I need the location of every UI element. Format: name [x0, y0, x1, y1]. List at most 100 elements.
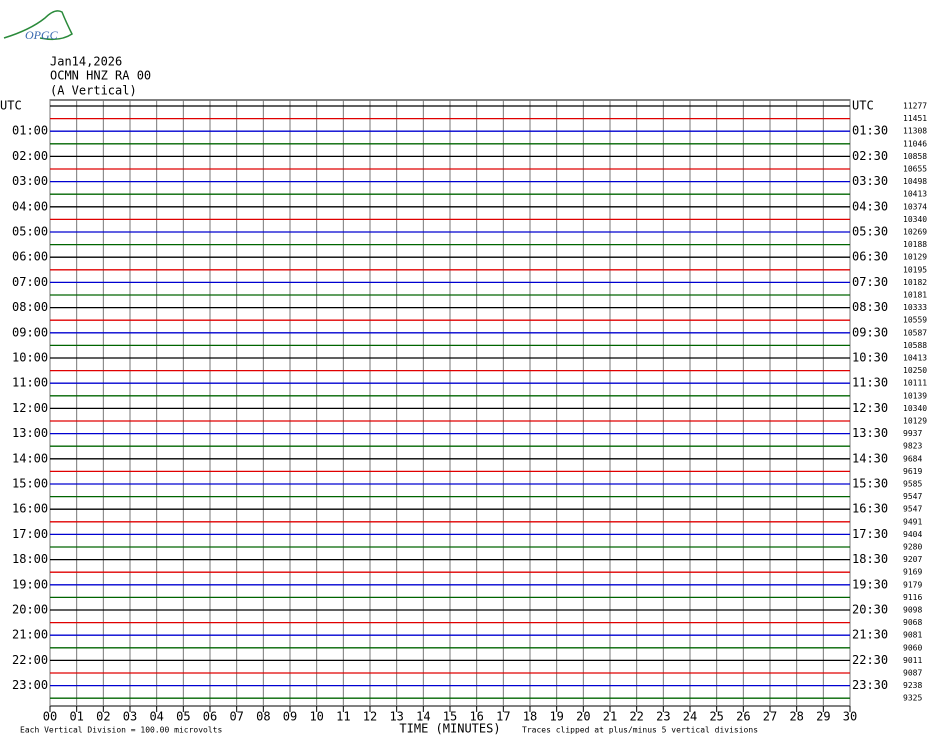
row-value: 10139: [903, 391, 927, 400]
x-tick-label: 14: [416, 710, 430, 724]
row-label: 01:30: [852, 124, 888, 138]
row-label: 16:00: [12, 502, 48, 516]
x-tick-label: 15: [443, 710, 457, 724]
x-tick-label: 21: [603, 710, 617, 724]
row-value: 9280: [903, 543, 922, 552]
row-value: 10111: [903, 379, 927, 388]
row-label: 20:00: [12, 603, 48, 617]
row-label: UTC: [0, 99, 22, 113]
title: Jan14,2026: [50, 55, 122, 69]
row-value: 9684: [903, 454, 922, 463]
logo-shape: [3, 10, 73, 41]
row-label: 14:00: [12, 451, 48, 465]
row-label: 02:00: [12, 149, 48, 163]
row-label: 18:30: [852, 552, 888, 566]
row-value: 9207: [903, 555, 922, 564]
row-label: 06:00: [12, 250, 48, 264]
x-tick-label: 07: [229, 710, 243, 724]
row-label: 17:00: [12, 527, 48, 541]
row-value: 10498: [903, 177, 927, 186]
row-label: 11:30: [852, 376, 888, 390]
row-value: 11308: [903, 127, 927, 136]
row-value: 10413: [903, 190, 927, 199]
row-value: 10588: [903, 341, 927, 350]
row-value: 9547: [903, 492, 922, 501]
row-label: 07:30: [852, 275, 888, 289]
row-value: 9179: [903, 580, 922, 589]
x-tick-label: 26: [736, 710, 750, 724]
x-tick-label: 05: [176, 710, 190, 724]
subtitle: (A Vertical): [50, 84, 137, 98]
x-tick-label: 06: [203, 710, 217, 724]
row-label: 23:00: [12, 678, 48, 692]
row-label: 13:00: [12, 426, 48, 440]
x-tick-label: 28: [789, 710, 803, 724]
row-label: 05:30: [852, 225, 888, 239]
x-tick-label: 09: [283, 710, 297, 724]
row-value: 9325: [903, 694, 922, 703]
subtitle: OCMN HNZ RA 00: [50, 69, 151, 83]
x-tick-label: 01: [69, 710, 83, 724]
row-label: 19:00: [12, 577, 48, 591]
x-tick-label: 16: [469, 710, 483, 724]
x-tick-label: 17: [496, 710, 510, 724]
row-value: 9116: [903, 593, 922, 602]
row-value: 10333: [903, 303, 927, 312]
x-tick-label: 10: [309, 710, 323, 724]
x-tick-label: 19: [549, 710, 563, 724]
x-tick-label: 11: [336, 710, 350, 724]
x-tick-label: 04: [149, 710, 163, 724]
row-value: 10129: [903, 417, 927, 426]
row-label: UTC: [852, 99, 874, 113]
row-value: 11277: [903, 102, 927, 111]
row-value: 10181: [903, 291, 927, 300]
row-value: 10269: [903, 228, 927, 237]
row-label: 12:00: [12, 401, 48, 415]
x-tick-label: 18: [523, 710, 537, 724]
row-value: 10559: [903, 316, 927, 325]
row-value: 11046: [903, 139, 927, 148]
row-label: 23:30: [852, 678, 888, 692]
x-tick-label: 02: [96, 710, 110, 724]
row-value: 9169: [903, 568, 922, 577]
x-tick-label: 24: [683, 710, 697, 724]
row-label: 20:30: [852, 603, 888, 617]
x-tick-label: 13: [389, 710, 403, 724]
row-label: 04:30: [852, 199, 888, 213]
row-label: 12:30: [852, 401, 888, 415]
row-value: 10374: [903, 202, 927, 211]
row-value: 10340: [903, 215, 927, 224]
row-value: 10655: [903, 165, 927, 174]
row-label: 17:30: [852, 527, 888, 541]
row-value: 9011: [903, 656, 922, 665]
row-label: 22:00: [12, 653, 48, 667]
x-tick-label: 22: [629, 710, 643, 724]
row-label: 18:00: [12, 552, 48, 566]
row-value: 10195: [903, 265, 927, 274]
row-value: 10129: [903, 253, 927, 262]
row-value: 9491: [903, 517, 922, 526]
row-label: 16:30: [852, 502, 888, 516]
logo-text: OPGC: [25, 28, 59, 42]
note: Each Vertical Division = 100.00 microvol…: [20, 726, 222, 735]
x-tick-label: 23: [656, 710, 670, 724]
row-label: 05:00: [12, 225, 48, 239]
row-value: 9238: [903, 681, 922, 690]
row-value: 9619: [903, 467, 922, 476]
x-tick-label: 25: [709, 710, 723, 724]
row-value: 10182: [903, 278, 927, 287]
row-label: 13:30: [852, 426, 888, 440]
row-label: 19:30: [852, 577, 888, 591]
row-label: 08:30: [852, 300, 888, 314]
row-label: 21:30: [852, 628, 888, 642]
row-value: 9060: [903, 643, 922, 652]
row-label: 15:30: [852, 477, 888, 491]
row-label: 08:00: [12, 300, 48, 314]
row-value: 9404: [903, 530, 922, 539]
row-label: 09:00: [12, 325, 48, 339]
row-value: 10587: [903, 328, 927, 337]
row-value: 9585: [903, 480, 922, 489]
x-tick-label: 27: [763, 710, 777, 724]
row-value: 10250: [903, 366, 927, 375]
